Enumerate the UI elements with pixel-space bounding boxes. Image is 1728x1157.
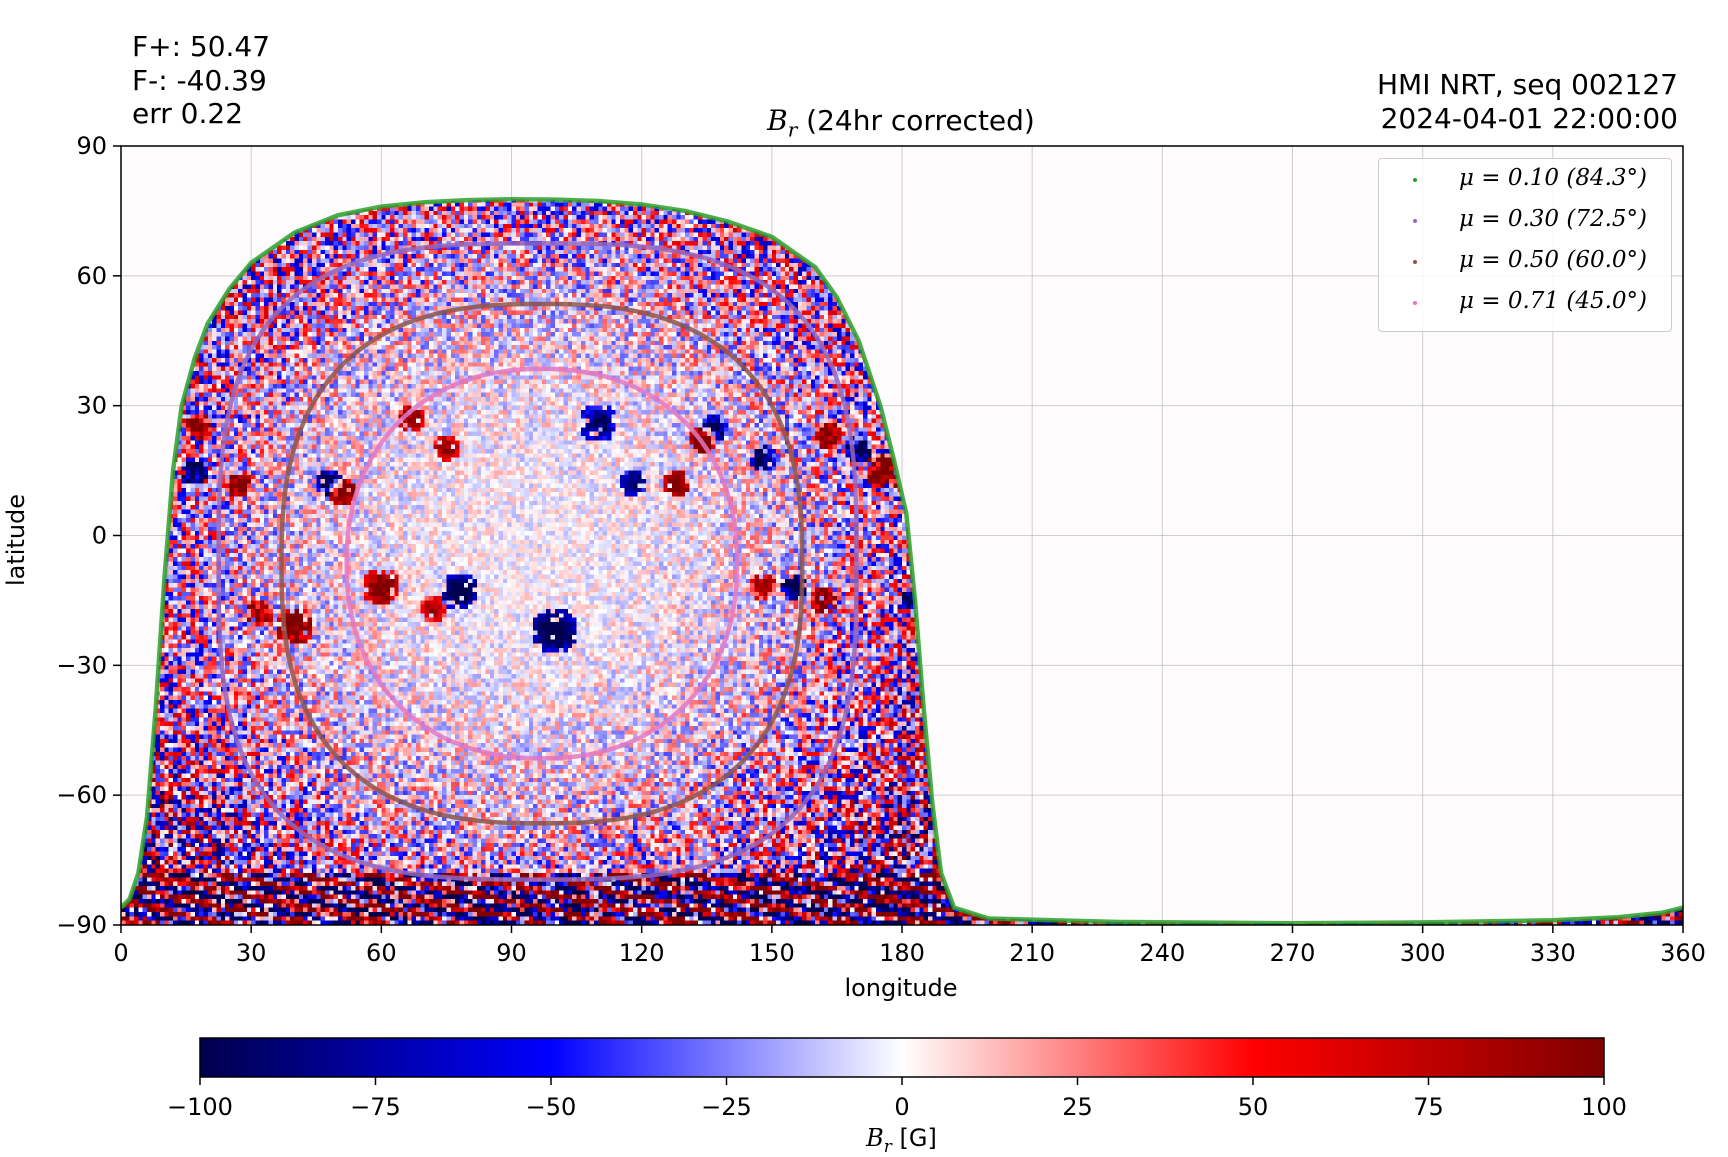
x-tick-label: 150	[749, 939, 795, 967]
legend-item-mu-071: μ = 0.71 (45.0°)	[1379, 284, 1671, 324]
contour-line-2	[279, 301, 805, 826]
x-tick-label: 330	[1530, 939, 1576, 967]
flux-positive: F+: 50.47	[132, 30, 271, 63]
colorbar-tick-label: −50	[526, 1093, 577, 1121]
colorbar-tick-label: 100	[1581, 1093, 1627, 1121]
legend-item-mu-010: μ = 0.10 (84.3°)	[1379, 161, 1671, 201]
x-tick-label: 0	[113, 939, 128, 967]
contour-line-1	[216, 241, 859, 882]
colorbar-unit: [G]	[891, 1124, 937, 1152]
y-tick-label: 90	[76, 132, 107, 160]
contour-line-3	[344, 366, 740, 761]
x-tick-label: 30	[236, 939, 267, 967]
colorbar-tick-label: 50	[1238, 1093, 1269, 1121]
colorbar-tick-label: −25	[701, 1093, 752, 1121]
colorbar-tick-label: 0	[894, 1093, 909, 1121]
source-timestamp: 2024-04-01 22:00:00	[1380, 101, 1678, 135]
flux-summary: F+: 50.47 F-: -40.39 err 0.22	[132, 30, 270, 131]
colorbar-label: Br [G]	[199, 1124, 1604, 1157]
x-tick-label: 60	[366, 939, 397, 967]
flux-error: err 0.22	[132, 97, 244, 131]
legend-item-mu-050: μ = 0.50 (60.0°)	[1379, 243, 1671, 283]
chart-title: Br (24hr corrected)	[120, 104, 1682, 142]
title-suffix: (24hr corrected)	[797, 104, 1035, 137]
y-tick-label: −60	[56, 781, 107, 809]
colorbar-tick-label: −100	[167, 1093, 233, 1121]
y-tick-label: −30	[56, 651, 107, 679]
y-tick-label: −90	[56, 911, 107, 939]
source-info: HMI NRT, seq 002127 2024-04-01 22:00:00	[1377, 68, 1678, 135]
x-tick-label: 90	[496, 939, 527, 967]
y-axis: −90 −60 −30 0 30 60 90	[56, 132, 121, 939]
colorbar-tick-label: −75	[350, 1093, 401, 1121]
legend-label: μ = 0.50 (60.0°)	[1459, 247, 1648, 273]
x-tick-label: 270	[1270, 939, 1316, 967]
colorbar-symbol: B	[866, 1124, 884, 1152]
x-tick-label: 210	[1009, 939, 1055, 967]
legend-label: μ = 0.10 (84.3°)	[1459, 165, 1648, 191]
y-tick-label: 0	[92, 522, 107, 550]
x-tick-label: 300	[1400, 939, 1446, 967]
legend-marker	[1413, 301, 1417, 305]
contour-line-0	[121, 196, 1683, 925]
y-axis-label: latitude	[2, 493, 30, 587]
x-tick-label: 240	[1139, 939, 1185, 967]
x-tick-label: 180	[879, 939, 925, 967]
title-subscript: r	[787, 117, 798, 142]
legend-marker	[1413, 260, 1417, 264]
colorbar-tick-label: 25	[1062, 1093, 1093, 1121]
x-axis: 0 30 60 90 120 150 180 210 240 270 300 330 360	[113, 925, 1706, 967]
legend: μ = 0.10 (84.3°) μ = 0.30 (72.5°) μ = 0.…	[1378, 158, 1672, 332]
source-sequence: HMI NRT, seq 002127	[1376, 68, 1678, 101]
title-symbol: B	[767, 104, 788, 137]
colorbar-subscript: r	[883, 1136, 892, 1157]
colorbar: −100 −75 −50 −25 0 25 50 75 100	[167, 1037, 1627, 1121]
x-tick-label: 360	[1660, 939, 1706, 967]
x-axis-label: longitude	[844, 974, 958, 1002]
legend-item-mu-030: μ = 0.30 (72.5°)	[1379, 202, 1671, 242]
y-tick-label: 30	[76, 392, 107, 420]
legend-label: μ = 0.71 (45.0°)	[1459, 288, 1648, 314]
y-tick-label: 60	[76, 262, 107, 290]
colorbar-gradient	[199, 1037, 1605, 1078]
legend-marker	[1413, 219, 1417, 223]
flux-negative: F-: -40.39	[132, 63, 267, 97]
legend-label: μ = 0.30 (72.5°)	[1459, 206, 1648, 232]
legend-marker	[1413, 178, 1417, 182]
colorbar-tick-label: 75	[1413, 1093, 1444, 1121]
x-tick-label: 120	[619, 939, 665, 967]
